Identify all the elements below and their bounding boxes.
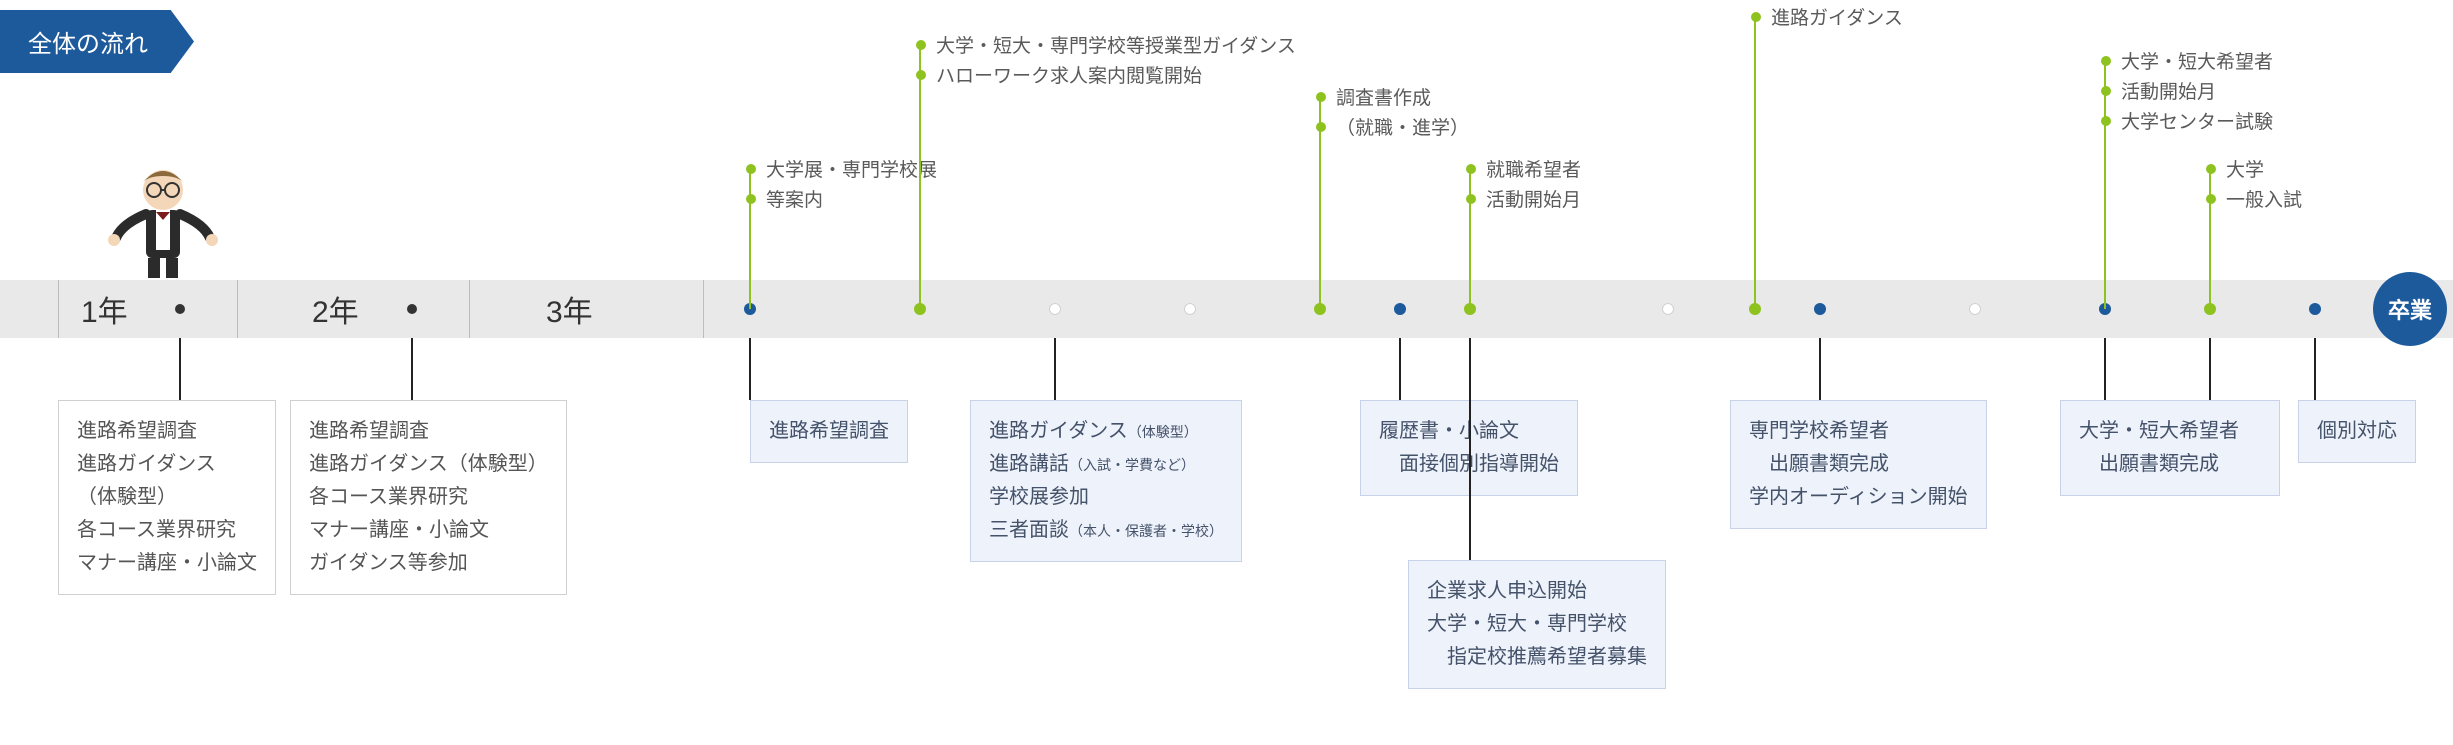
bullet-icon	[1316, 122, 1326, 132]
bullet-icon	[2206, 164, 2216, 174]
callout-text: 大学・短大・専門学校等授業型ガイダンス	[936, 32, 1296, 61]
callout-line	[749, 168, 751, 309]
drop-line	[1399, 338, 1401, 400]
timeline-dot	[1969, 303, 1981, 315]
timeline-dot	[1662, 303, 1674, 315]
activity-box: 専門学校希望者 出願書類完成学内オーディション開始	[1730, 400, 1987, 529]
bullet-icon	[2101, 116, 2111, 126]
bullet-icon	[2206, 194, 2216, 204]
bullet-icon	[916, 40, 926, 50]
callout-text: 調査書作成	[1336, 84, 1431, 113]
drop-line	[2104, 338, 2106, 400]
bullet-icon	[1466, 194, 1476, 204]
mascot-illustration	[108, 160, 218, 285]
activity-box: 進路希望調査	[750, 400, 908, 463]
year-dot	[175, 304, 185, 314]
drop-line	[2209, 338, 2211, 400]
timeline-dot	[1814, 303, 1826, 315]
section-title: 全体の流れ	[0, 10, 194, 73]
bullet-icon	[2101, 86, 2111, 96]
drop-line	[1054, 338, 1056, 400]
bullet-icon	[1316, 92, 1326, 102]
callout-text: 活動開始月	[2121, 78, 2216, 107]
year-dot	[407, 304, 417, 314]
timeline-dot	[1049, 303, 1061, 315]
activity-box: 個別対応	[2298, 400, 2416, 463]
callout-text: 進路ガイダンス	[1771, 4, 1903, 33]
year-label-3: 3年	[524, 280, 704, 338]
callout-text: 一般入試	[2226, 186, 2302, 215]
timeline-dot	[2309, 303, 2321, 315]
callout-text: ハローワーク求人案内閲覧開始	[936, 62, 1202, 91]
callout-line	[2104, 60, 2106, 309]
drop-line	[749, 338, 751, 400]
callout-text: 大学・短大希望者	[2121, 48, 2273, 77]
year-activities-box: 進路希望調査進路ガイダンス（体験型）各コース業界研究マナー講座・小論文	[58, 400, 276, 595]
bullet-icon	[746, 164, 756, 174]
callout-text: 大学展・専門学校展	[766, 156, 937, 185]
activity-box: 大学・短大希望者 出願書類完成	[2060, 400, 2280, 496]
activity-box: 進路ガイダンス（体験型）進路講話（入試・学費など）学校展参加三者面談（本人・保護…	[970, 400, 1242, 562]
callout-line	[1754, 16, 1756, 309]
bullet-icon	[1751, 12, 1761, 22]
year-label-2: 2年	[290, 280, 470, 338]
callout-text: 活動開始月	[1486, 186, 1581, 215]
bullet-icon	[746, 194, 756, 204]
callout-text: 就職希望者	[1486, 156, 1581, 185]
timeline-dot	[1184, 303, 1196, 315]
drop-line	[1819, 338, 1821, 400]
bullet-icon	[1466, 164, 1476, 174]
drop-line	[2314, 338, 2316, 400]
bullet-icon	[2101, 56, 2111, 66]
callout-text: 大学	[2226, 156, 2264, 185]
activity-box: 企業求人申込開始大学・短大・専門学校 指定校推薦希望者募集	[1408, 560, 1666, 689]
drop-line	[411, 338, 413, 400]
bullet-icon	[916, 70, 926, 80]
callout-line	[2209, 168, 2211, 309]
timeline-dot	[1394, 303, 1406, 315]
callout-text: 等案内	[766, 186, 823, 215]
callout-line	[1469, 168, 1471, 309]
drop-line	[179, 338, 181, 400]
year-label-1: 1年	[58, 280, 238, 338]
drop-line	[1469, 338, 1471, 560]
graduation-badge: 卒業	[2373, 272, 2447, 346]
callout-text: 大学センター試験	[2121, 108, 2273, 137]
year-activities-box: 進路希望調査進路ガイダンス（体験型）各コース業界研究マナー講座・小論文ガイダンス…	[290, 400, 567, 595]
callout-line	[919, 44, 921, 309]
callout-text: （就職・進学）	[1336, 114, 1469, 143]
